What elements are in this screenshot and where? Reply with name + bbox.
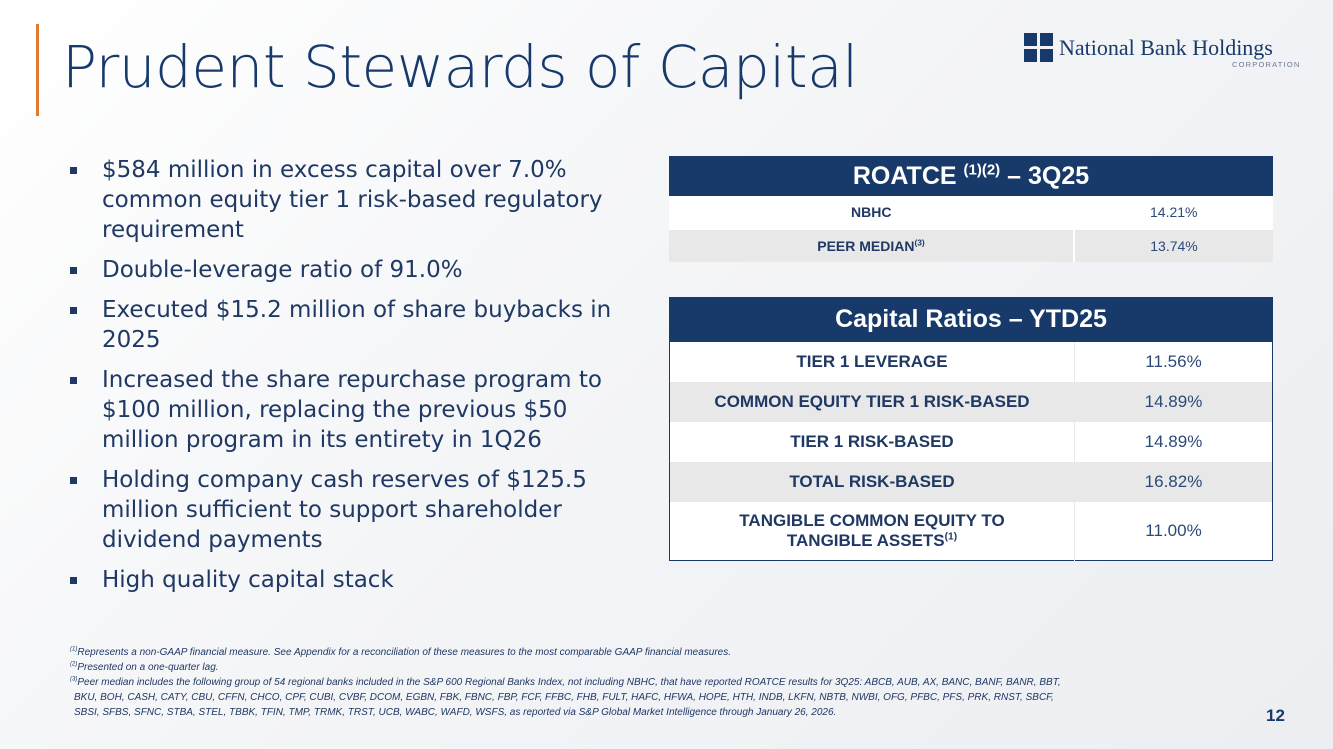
row-value: 14.21% <box>1074 196 1273 230</box>
page-number: 12 <box>1266 706 1285 725</box>
bullet-item: Executed $15.2 million of share buybacks… <box>62 295 642 355</box>
row-value: 13.74% <box>1074 229 1273 262</box>
title-accent-bar <box>36 24 39 116</box>
logo-subtitle: CORPORATION <box>1232 60 1301 69</box>
footnote: (1)Represents a non-GAAP financial measu… <box>70 646 732 658</box>
bullet-square-icon <box>70 377 77 384</box>
roatce-table-title: ROATCE (1)(2) – 3Q25 <box>669 156 1273 196</box>
row-value: 11.56% <box>1074 342 1273 382</box>
table-row: TIER 1 LEVERAGE 11.56% <box>669 342 1273 382</box>
row-value: 16.82% <box>1074 462 1273 502</box>
bullet-item: Double-leverage ratio of 91.0% <box>62 255 642 285</box>
row-label: TIER 1 LEVERAGE <box>669 342 1075 382</box>
table-row: COMMON EQUITY TIER 1 RISK-BASED 14.89% <box>669 382 1273 422</box>
bullet-item: $584 million in excess capital over 7.0%… <box>62 155 642 245</box>
logo-mark-icon <box>1024 33 1053 62</box>
bullet-item: Holding company cash reserves of $125.5 … <box>62 465 642 555</box>
bullet-item: Increased the share repurchase program t… <box>62 365 642 455</box>
row-label: TIER 1 RISK-BASED <box>669 422 1075 462</box>
footnote: (3)Peer median includes the following gr… <box>70 676 1061 688</box>
table-row: TANGIBLE COMMON EQUITY TO TANGIBLE ASSETS… <box>669 502 1273 561</box>
row-label: TANGIBLE COMMON EQUITY TO TANGIBLE ASSETS… <box>669 502 1075 561</box>
bullet-square-icon <box>70 477 77 484</box>
bullet-square-icon <box>70 167 77 174</box>
logo-name: National Bank Holdings <box>1059 35 1273 60</box>
row-value: 14.89% <box>1074 422 1273 462</box>
roatce-table: ROATCE (1)(2) – 3Q25 NBHC 14.21% PEER ME… <box>669 156 1273 262</box>
bullet-item: High quality capital stack <box>62 565 642 595</box>
row-label: TOTAL RISK-BASED <box>669 462 1075 502</box>
bullet-square-icon <box>70 267 77 274</box>
capital-table-title: Capital Ratios – YTD25 <box>669 297 1273 342</box>
company-logo: National Bank Holdings CORPORATION <box>1024 33 1299 73</box>
page-title: Prudent Stewards of Capital <box>62 33 858 101</box>
footnote-continuation: BKU, BOH, CASH, CATY, CBU, CFFN, CHCO, C… <box>74 692 1054 703</box>
row-label: PEER MEDIAN(3) <box>669 229 1075 262</box>
bullet-square-icon <box>70 577 77 584</box>
row-value: 11.00% <box>1074 502 1273 561</box>
table-row: TIER 1 RISK-BASED 14.89% <box>669 422 1273 462</box>
row-label: NBHC <box>669 196 1075 230</box>
footnote-continuation: SBSI, SFBS, SFNC, STBA, STEL, TBBK, TFIN… <box>74 707 837 718</box>
bullet-list: $584 million in excess capital over 7.0%… <box>62 155 642 605</box>
row-value: 14.89% <box>1074 382 1273 422</box>
table-row: NBHC 14.21% <box>669 196 1273 230</box>
footnotes: (1)Represents a non-GAAP financial measu… <box>70 645 1200 720</box>
capital-ratios-table: Capital Ratios – YTD25 TIER 1 LEVERAGE 1… <box>669 297 1273 561</box>
table-row: TOTAL RISK-BASED 16.82% <box>669 462 1273 502</box>
table-row: PEER MEDIAN(3) 13.74% <box>669 229 1273 262</box>
footnote: (2)Presented on a one-quarter lag. <box>70 661 219 673</box>
bullet-square-icon <box>70 307 77 314</box>
row-label: COMMON EQUITY TIER 1 RISK-BASED <box>669 382 1075 422</box>
